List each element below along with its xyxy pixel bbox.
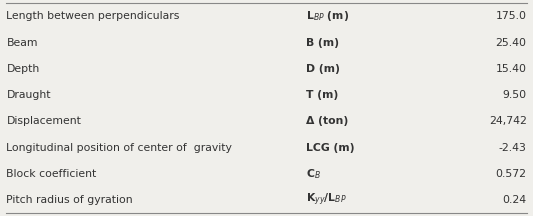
Text: K$_{yy}$/L$_{BP}$: K$_{yy}$/L$_{BP}$ bbox=[306, 192, 347, 208]
Text: 15.40: 15.40 bbox=[496, 64, 527, 74]
Text: Beam: Beam bbox=[6, 38, 38, 48]
Text: LCG (m): LCG (m) bbox=[306, 143, 355, 153]
Text: 25.40: 25.40 bbox=[496, 38, 527, 48]
Text: -2.43: -2.43 bbox=[499, 143, 527, 153]
Text: 9.50: 9.50 bbox=[503, 90, 527, 100]
Text: D (m): D (m) bbox=[306, 64, 341, 74]
Text: 24,742: 24,742 bbox=[489, 116, 527, 126]
Text: T (m): T (m) bbox=[306, 90, 339, 100]
Text: Depth: Depth bbox=[6, 64, 39, 74]
Text: Draught: Draught bbox=[6, 90, 51, 100]
Text: 0.572: 0.572 bbox=[496, 169, 527, 179]
Text: Displacement: Displacement bbox=[6, 116, 81, 126]
Text: Length between perpendiculars: Length between perpendiculars bbox=[6, 11, 180, 21]
Text: 0.24: 0.24 bbox=[503, 195, 527, 205]
Text: L$_{BP}$ (m): L$_{BP}$ (m) bbox=[306, 9, 350, 23]
Text: B (m): B (m) bbox=[306, 38, 340, 48]
Text: Δ (ton): Δ (ton) bbox=[306, 116, 349, 126]
Text: C$_{B}$: C$_{B}$ bbox=[306, 167, 321, 181]
Text: Block coefficient: Block coefficient bbox=[6, 169, 96, 179]
Text: 175.0: 175.0 bbox=[496, 11, 527, 21]
Text: Longitudinal position of center of  gravity: Longitudinal position of center of gravi… bbox=[6, 143, 232, 153]
Text: Pitch radius of gyration: Pitch radius of gyration bbox=[6, 195, 133, 205]
